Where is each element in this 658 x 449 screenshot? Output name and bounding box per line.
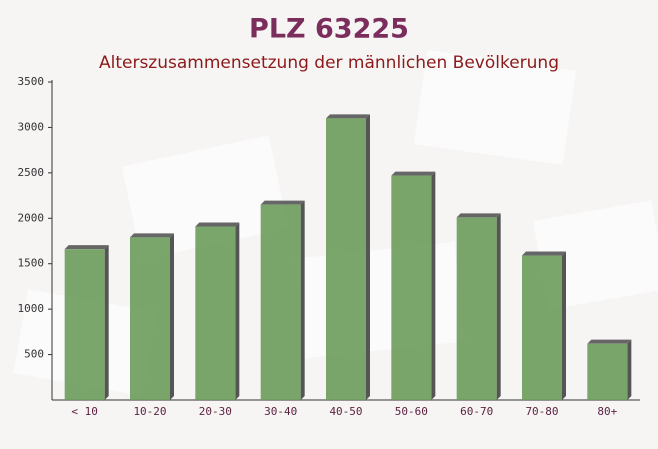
x-tick-label: 70-80 (525, 405, 558, 418)
x-tick-label: 20-30 (199, 405, 232, 418)
bar-top (130, 233, 174, 238)
x-tick-label: 40-50 (329, 405, 362, 418)
bar-shadow (300, 200, 305, 400)
bar (391, 175, 432, 400)
background-decoration (13, 50, 658, 396)
bar (195, 226, 236, 400)
x-tick-label: 10-20 (133, 405, 166, 418)
y-tick-label: 500 (24, 348, 44, 361)
x-tick-label: < 10 (71, 405, 98, 418)
bar-shadow (235, 222, 240, 400)
y-tick-label: 1500 (18, 257, 45, 270)
bar-shadow (104, 245, 109, 400)
bar-top (64, 245, 109, 250)
bar-shadow (170, 233, 174, 400)
y-tick-label: 3500 (18, 75, 45, 88)
bar-top (260, 200, 305, 205)
bar-top (326, 114, 370, 119)
bar (326, 118, 366, 400)
x-tick-label: 30-40 (264, 405, 297, 418)
bar-top (587, 339, 632, 344)
y-tick-label: 3000 (18, 120, 45, 133)
x-tick-label: 60-70 (460, 405, 493, 418)
bar-shadow (431, 171, 436, 400)
bar-shadow (496, 213, 501, 400)
chart-subtitle: Alterszusammensetzung der männlichen Bev… (99, 53, 559, 73)
bar (587, 343, 628, 400)
bar-shadow (627, 339, 632, 400)
x-tick-label: 80+ (597, 405, 617, 418)
chart-title: PLZ 63225 (249, 14, 409, 45)
bar-top (195, 222, 240, 227)
bar-shadow (366, 114, 370, 400)
y-tick-label: 1000 (18, 302, 45, 315)
bar (522, 255, 562, 400)
bar-top (391, 171, 436, 176)
bar-top (456, 213, 501, 218)
bar (64, 249, 105, 400)
bar (260, 204, 301, 400)
bar (456, 217, 497, 400)
y-tick-label: 2000 (18, 211, 45, 224)
bar-top (522, 251, 566, 256)
bar-shadow (562, 251, 566, 400)
bar (130, 237, 170, 400)
y-tick-label: 2500 (18, 166, 45, 179)
x-tick-label: 50-60 (395, 405, 428, 418)
